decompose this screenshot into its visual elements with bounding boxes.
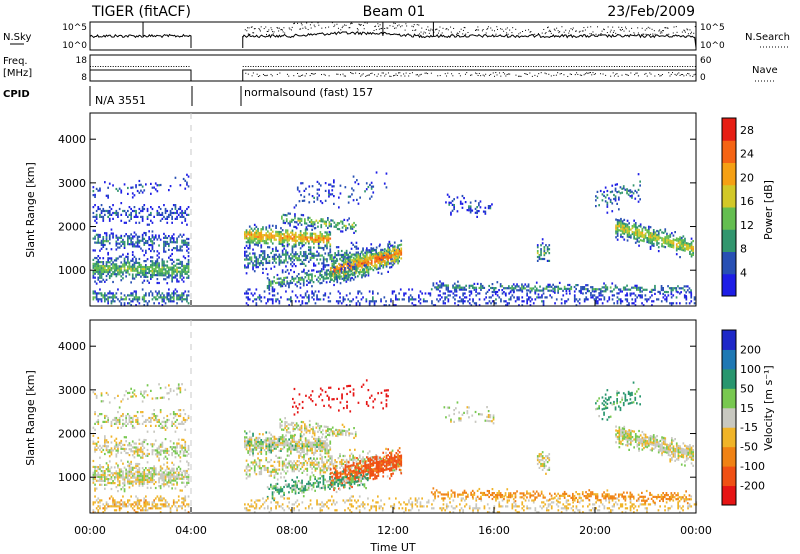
power-ytick-label-2: 3000 (58, 177, 86, 190)
power-swatch-0 (722, 273, 736, 297)
cpid-label: CPID (3, 89, 30, 100)
power-ytick-label-0: 1000 (58, 264, 86, 277)
date-title: 23/Feb/2009 (607, 4, 695, 20)
nave-label: Nave (752, 65, 778, 76)
velocity-ytick-label-3: 4000 (58, 340, 86, 353)
power-y-ticks: 1000 2000 3000 4000 (58, 133, 696, 277)
station-title: TIGER (fitACF) (91, 4, 191, 20)
power-colorbar-label: Power [dB] (762, 180, 775, 240)
velocity-colorbar-label: Velocity [m s⁻¹] (762, 365, 775, 450)
noise-left-tick-top: 10^5 (62, 23, 87, 33)
velocity-swatch-3 (722, 427, 736, 448)
power-cbar-tick-2: 12 (740, 219, 754, 232)
velocity-cbar-tick-3: 15 (740, 402, 754, 415)
power-data (92, 171, 696, 307)
beam-title: Beam 01 (363, 4, 426, 20)
power-cbar-tick-3: 16 (740, 195, 754, 208)
power-ytick-label-1: 2000 (58, 221, 86, 234)
power-swatch-3 (722, 207, 736, 230)
freq-label-line2: [MHz] (3, 68, 32, 79)
noise-right-tick-top: 10^5 (700, 23, 725, 33)
power-swatch-1 (722, 251, 736, 275)
power-swatch-2 (722, 229, 736, 252)
power-swatch-4 (722, 184, 736, 208)
power-panel: 1000 2000 3000 4000 Slant Range [km] (24, 112, 697, 307)
nave-tick-bottom: 0 (700, 73, 706, 83)
x-axis-label: Time UT (369, 541, 415, 554)
velocity-cbar-tick-7: -200 (740, 480, 765, 493)
x-tick-label-5: 20:00 (579, 524, 611, 537)
velocity-swatch-7 (722, 349, 736, 370)
velocity-colorbar: 200 100 50 15 -15 -50 -100 -200 (721, 329, 765, 506)
x-tick-label-3: 12:00 (377, 524, 409, 537)
noise-right-label: N.Search (745, 32, 790, 43)
power-cbar-tick-1: 8 (740, 243, 747, 256)
velocity-cbar-tick-0: 200 (740, 343, 761, 356)
noise-trace (89, 22, 697, 49)
velocity-y-ticks: 1000 2000 3000 4000 (58, 340, 696, 484)
power-colorbar: 4 8 12 16 20 24 28 (721, 117, 754, 297)
power-swatch-7 (722, 118, 736, 141)
velocity-swatch-5 (722, 388, 736, 409)
velocity-ytick-label-2: 3000 (58, 384, 86, 397)
velocity-swatch-4 (722, 407, 736, 428)
cpid-segment-1: N/A 3551 (95, 94, 146, 107)
velocity-swatch-6 (722, 368, 736, 389)
velocity-cbar-tick-4: -15 (740, 421, 758, 434)
power-cbar-tick-5: 24 (740, 148, 754, 161)
power-cbar-tick-4: 20 (740, 171, 754, 184)
noise-left-label: N.Sky (3, 32, 31, 43)
velocity-swatch-0 (722, 485, 736, 506)
freq-panel: Freq. [MHz] 18 8 60 0 Nave (3, 54, 778, 83)
power-swatch-6 (722, 140, 736, 163)
velocity-data (92, 379, 698, 514)
power-cbar-tick-0: 4 (740, 266, 747, 279)
velocity-cbar-tick-5: -50 (740, 441, 758, 454)
velocity-swatch-8 (722, 330, 736, 350)
power-swatch-5 (722, 162, 736, 186)
x-tick-label-6: 00:00 (680, 524, 712, 537)
velocity-cbar-tick-1: 100 (740, 363, 761, 376)
velocity-swatch-2 (722, 446, 736, 467)
cpid-segment-2: normalsound (fast) 157 (244, 86, 373, 99)
noise-right-tick-bottom: 10^0 (700, 41, 725, 51)
x-tick-label-4: 16:00 (478, 524, 510, 537)
freq-trace (89, 66, 697, 81)
freq-label-line1: Freq. (3, 56, 28, 67)
x-tick-label-2: 08:00 (276, 524, 308, 537)
noise-panel: N.Sky 10^5 10^0 10^5 10^0 N.Search (3, 21, 790, 51)
freq-tick-bottom: 8 (81, 73, 87, 83)
velocity-y-label: Slant Range [km] (24, 370, 37, 466)
velocity-cbar-tick-2: 50 (740, 382, 754, 395)
x-ticks: 00:00 04:00 08:00 12:00 16:00 20:00 00:00 (74, 300, 712, 537)
noise-left-tick-bottom: 10^0 (62, 41, 87, 51)
velocity-ytick-label-0: 1000 (58, 471, 86, 484)
velocity-swatch-1 (722, 466, 736, 487)
cpid-panel: CPID N/A 3551 normalsound (fast) 157 (3, 86, 373, 107)
nave-tick-top: 60 (700, 56, 712, 66)
power-cbar-tick-6: 28 (740, 124, 754, 137)
power-ytick-label-3: 4000 (58, 133, 86, 146)
x-tick-label-1: 04:00 (175, 524, 207, 537)
freq-tick-top: 18 (76, 56, 88, 66)
velocity-ytick-label-1: 2000 (58, 428, 86, 441)
x-tick-label-0: 00:00 (74, 524, 106, 537)
velocity-cbar-tick-6: -100 (740, 460, 765, 473)
power-y-label: Slant Range [km] (24, 162, 37, 258)
